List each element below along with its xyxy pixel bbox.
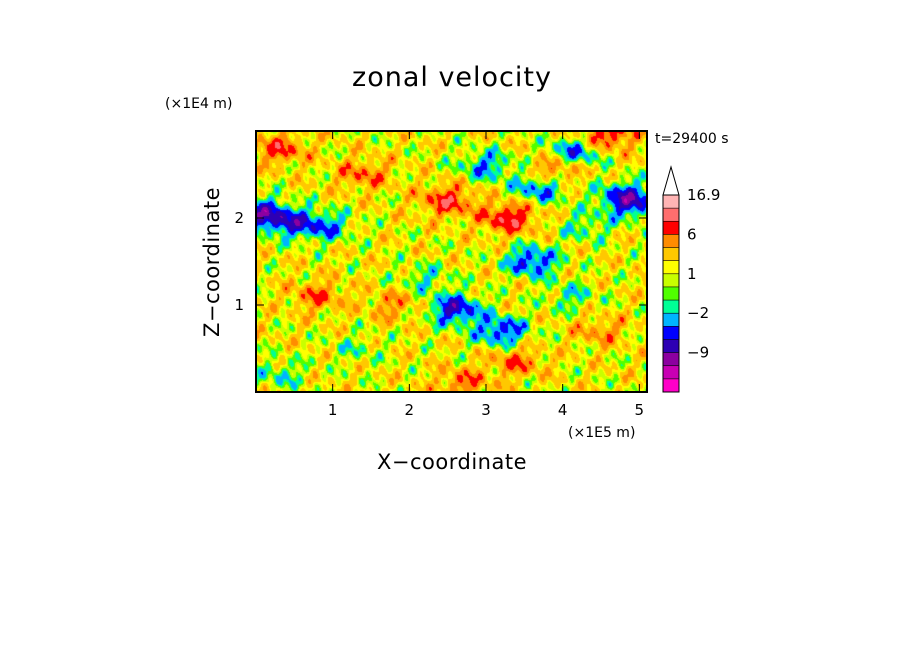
- x-tick-label: 2: [405, 401, 415, 419]
- y-tick-label: 2: [234, 209, 244, 227]
- colorbar-label: 6: [687, 225, 697, 243]
- x-tick-label: 4: [558, 401, 568, 419]
- x-tick-label: 3: [481, 401, 491, 419]
- colorbar-segment: [663, 378, 679, 392]
- x-axis-title: X−coordinate: [377, 450, 527, 474]
- colorbar-label: −9: [687, 344, 709, 362]
- plot-frame: [255, 130, 648, 393]
- colorbar-segment: [663, 313, 679, 327]
- y-axis: 12: [234, 209, 647, 314]
- colorbar-segment: [663, 339, 679, 353]
- colorbar-segment: [663, 326, 679, 340]
- colorbar-segment: [663, 273, 679, 287]
- colorbar-segment: [663, 208, 679, 222]
- x-tick-label: 5: [635, 401, 645, 419]
- colorbar: 16.9 6 1 −2 −9: [662, 165, 720, 393]
- plot-area: [255, 130, 648, 393]
- y-unit-label: (×1E4 m): [165, 96, 232, 112]
- x-unit-label: (×1E5 m): [568, 425, 635, 441]
- colorbar-label: 16.9: [687, 186, 720, 204]
- colorbar-segment: [663, 352, 679, 366]
- x-tick-label: 1: [328, 401, 338, 419]
- colorbar-extend-arrow: [662, 165, 680, 196]
- chart-title: zonal velocity: [352, 62, 552, 93]
- colorbar-segment: [663, 286, 679, 301]
- colorbar-label: −2: [687, 304, 709, 322]
- colorbar-segment: [663, 260, 679, 274]
- colorbar-segment: [663, 195, 679, 209]
- colorbar-segment: [663, 247, 679, 261]
- colorbar-segment: [663, 234, 679, 248]
- colorbar-frame: [662, 194, 680, 393]
- colorbar-segment: [663, 221, 679, 235]
- colorbar-segment: [663, 365, 679, 379]
- colorbar-label: 1: [687, 265, 697, 283]
- x-axis: 1 2 3 4 5: [328, 131, 644, 419]
- time-label: t=29400 s: [655, 131, 729, 147]
- colorbar-segment: [663, 300, 679, 314]
- y-tick-label: 1: [234, 296, 244, 314]
- velocity-field: [256, 131, 647, 392]
- y-axis-title: Z−coordinate: [200, 187, 224, 337]
